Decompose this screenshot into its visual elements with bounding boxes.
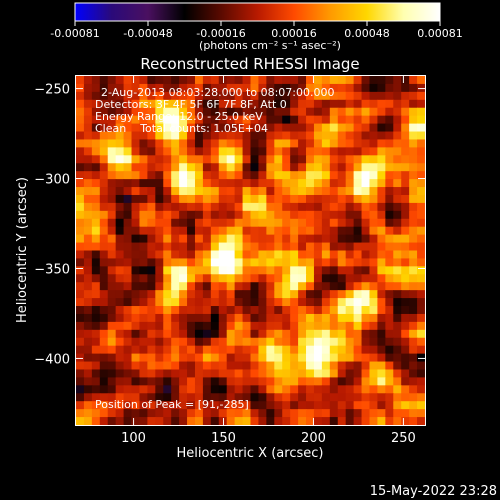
colorbar-tick-label: 0.00048 [344, 27, 390, 40]
timestamp: 15-May-2022 23:28 [370, 484, 497, 499]
colorbar-ticks: -0.00081 -0.00048 -0.00016 0.00016 0.00048 0.… [50, 21, 463, 40]
y-tick-label: −250 [34, 83, 70, 98]
annotation-detectors: Detectors: 3F 4F 5F 6F 7F 8F, Att 0 [95, 98, 287, 111]
plot-frame [75, 75, 426, 426]
colorbar-tick-label: 0.00081 [417, 27, 463, 40]
chart-title: Reconstructed RHESSI Image [140, 55, 359, 73]
colorbar-unit-label: (photons cm⁻² s⁻¹ asec⁻²) [199, 39, 341, 52]
colorbar-tick-label: -0.00081 [50, 27, 99, 40]
x-axis-ticks: 100 150 200 250 [121, 76, 416, 446]
x-tick-label: 250 [391, 431, 416, 446]
annotation-clean-counts: Clean Total counts: 1.05E+04 [95, 122, 268, 135]
x-tick-label: 100 [121, 431, 146, 446]
colorbar-tick-label: 0.00016 [271, 27, 317, 40]
y-axis-ticks: −250 −300 −350 −400 [34, 83, 425, 367]
colorbar [74, 2, 441, 22]
x-tick-label: 200 [301, 431, 326, 446]
y-tick-label: −300 [34, 173, 70, 188]
x-tick-label: 150 [211, 431, 236, 446]
y-tick-label: −400 [34, 352, 70, 367]
colorbar-tick-label: -0.00016 [196, 27, 245, 40]
heatmap-image [76, 76, 425, 425]
colorbar-tick-label: -0.00048 [123, 27, 172, 40]
y-axis-label: Heliocentric Y (arcsec) [15, 177, 30, 323]
y-tick-label: −350 [34, 262, 70, 277]
peak-position-label: Position of Peak = [91,-285] [95, 398, 249, 411]
annotation-energy-range: Energy Range: 12.0 - 25.0 keV [95, 110, 263, 123]
x-axis-label: Heliocentric X (arcsec) [177, 446, 324, 461]
annotation-time-range: 2-Aug-2013 08:03:28.000 to 08:07:00.000 [101, 86, 335, 99]
